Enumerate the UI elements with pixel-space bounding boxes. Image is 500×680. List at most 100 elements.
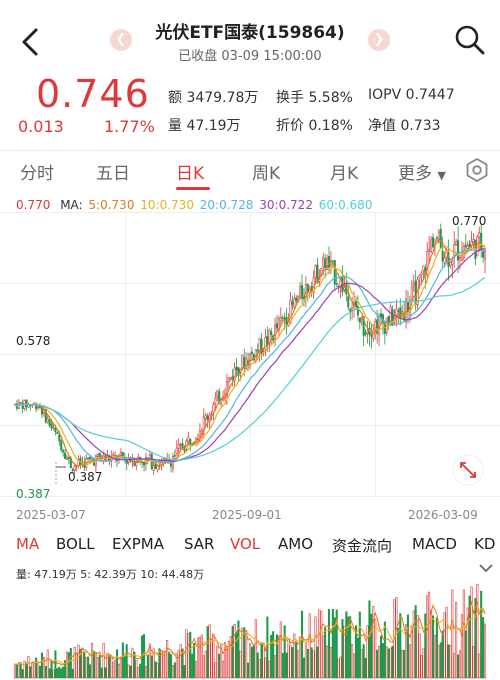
candle-body xyxy=(19,402,22,404)
prev-stock-button[interactable]: ❮ xyxy=(110,29,132,51)
search-icon[interactable] xyxy=(452,22,488,58)
indicator-fund-flow[interactable]: 资金流向 xyxy=(332,537,393,555)
volume-bar xyxy=(127,664,130,679)
volume-bar xyxy=(289,645,292,679)
candle-body xyxy=(324,258,327,268)
volume-bar xyxy=(406,614,410,679)
volume-bar xyxy=(210,641,213,679)
volume-bar xyxy=(320,610,323,679)
volume-chart xyxy=(0,578,500,680)
candle-body xyxy=(351,307,354,311)
expand-icon[interactable] xyxy=(452,454,484,486)
volume-bar xyxy=(283,625,286,679)
volume-bar xyxy=(216,645,219,679)
volume-bar xyxy=(125,644,128,679)
volume-bar xyxy=(60,668,63,679)
tab-more[interactable]: 更多 ▼ xyxy=(398,159,446,184)
volume-bar xyxy=(23,660,26,679)
volume-bar xyxy=(160,649,163,679)
volume-bar xyxy=(247,662,250,679)
candle-body xyxy=(243,356,246,369)
indicator-kd[interactable]: KD xyxy=(474,535,496,553)
volume-bar xyxy=(443,612,446,679)
volume-bar xyxy=(457,654,460,679)
volume-bar xyxy=(464,630,467,679)
candle-body xyxy=(275,323,279,329)
volume-bar xyxy=(56,668,59,679)
volume-bar xyxy=(435,617,438,679)
indicator-vol[interactable]: VOL xyxy=(230,535,261,553)
volume-bar xyxy=(187,633,190,679)
volume-bar xyxy=(472,646,475,679)
tab-weekly-k[interactable]: 周K xyxy=(252,164,281,184)
volume-bar xyxy=(21,669,24,679)
candle-body xyxy=(133,460,136,466)
candle-body xyxy=(241,355,244,369)
indicator-macd[interactable]: MACD xyxy=(412,535,457,553)
back-arrow-icon[interactable] xyxy=(14,24,50,60)
volume-bar xyxy=(208,624,211,679)
indicator-sar[interactable]: SAR xyxy=(184,535,215,553)
volume-bar xyxy=(148,643,151,679)
tab-daily-k[interactable]: 日K xyxy=(176,164,205,184)
indicator-boll[interactable]: BOLL xyxy=(56,535,95,553)
candle-body xyxy=(181,443,184,450)
candle-body xyxy=(225,381,228,397)
candle-body xyxy=(264,337,267,350)
candle-body xyxy=(210,413,213,415)
volume-bar xyxy=(385,646,388,679)
candle-body xyxy=(260,338,263,354)
volume-bar xyxy=(378,645,381,679)
candlestick-chart[interactable]: 0.770 0.578 0.387 0.387 2025-03-07 2025-… xyxy=(0,212,500,528)
next-stock-button[interactable]: ❯ xyxy=(368,29,390,51)
volume-bar xyxy=(206,626,209,679)
candle-body xyxy=(204,415,207,419)
volume-bar xyxy=(391,645,394,679)
volume-bar xyxy=(221,660,225,679)
volume-bar xyxy=(50,659,53,679)
indicator-expma[interactable]: EXPMA xyxy=(112,535,165,553)
candle-body xyxy=(360,316,363,320)
indicator-amo[interactable]: AMO xyxy=(278,535,314,553)
candle-body xyxy=(343,287,346,290)
candle-body xyxy=(299,286,302,299)
volume-bar xyxy=(198,636,201,679)
volume-bar xyxy=(379,635,383,679)
tab-five-day[interactable]: 五日 xyxy=(96,164,130,184)
ma5-line xyxy=(14,238,486,468)
volume-bar xyxy=(474,598,477,679)
volume-bar xyxy=(316,646,319,679)
candle-body xyxy=(295,297,298,301)
tab-monthly-k[interactable]: 月K xyxy=(330,164,359,184)
candle-body xyxy=(58,434,61,442)
volume-bar xyxy=(27,656,30,679)
volume-bar xyxy=(451,589,454,679)
volume-bar xyxy=(264,657,267,679)
candle-body xyxy=(472,239,475,243)
volume-bar xyxy=(274,655,277,679)
candle-body xyxy=(435,237,438,239)
candle-body xyxy=(183,449,186,452)
volume-bar xyxy=(453,653,456,679)
candle-body xyxy=(304,284,307,298)
volume-bar xyxy=(29,666,32,679)
chevron-down-icon[interactable] xyxy=(476,558,496,578)
volume-bar xyxy=(364,657,367,679)
volume-bar xyxy=(139,663,142,679)
candle-body xyxy=(449,261,452,267)
candle-body xyxy=(110,456,113,462)
volume-bar xyxy=(403,649,406,679)
indicator-ma[interactable]: MA xyxy=(16,535,40,553)
tab-intraday[interactable]: 分时 xyxy=(20,164,54,184)
candle-body xyxy=(437,231,440,240)
volume-bar xyxy=(245,630,248,679)
stat-label: 量 xyxy=(168,118,182,134)
volume-bar xyxy=(143,634,146,679)
stat-nav: 净值 0.733 xyxy=(368,115,441,135)
candle-body xyxy=(268,330,271,345)
candle-body xyxy=(198,430,201,437)
gear-icon[interactable] xyxy=(464,157,490,183)
volume-bar xyxy=(418,633,421,679)
volume-bar xyxy=(387,648,390,679)
ma-current-price: 0.770 xyxy=(16,198,51,212)
